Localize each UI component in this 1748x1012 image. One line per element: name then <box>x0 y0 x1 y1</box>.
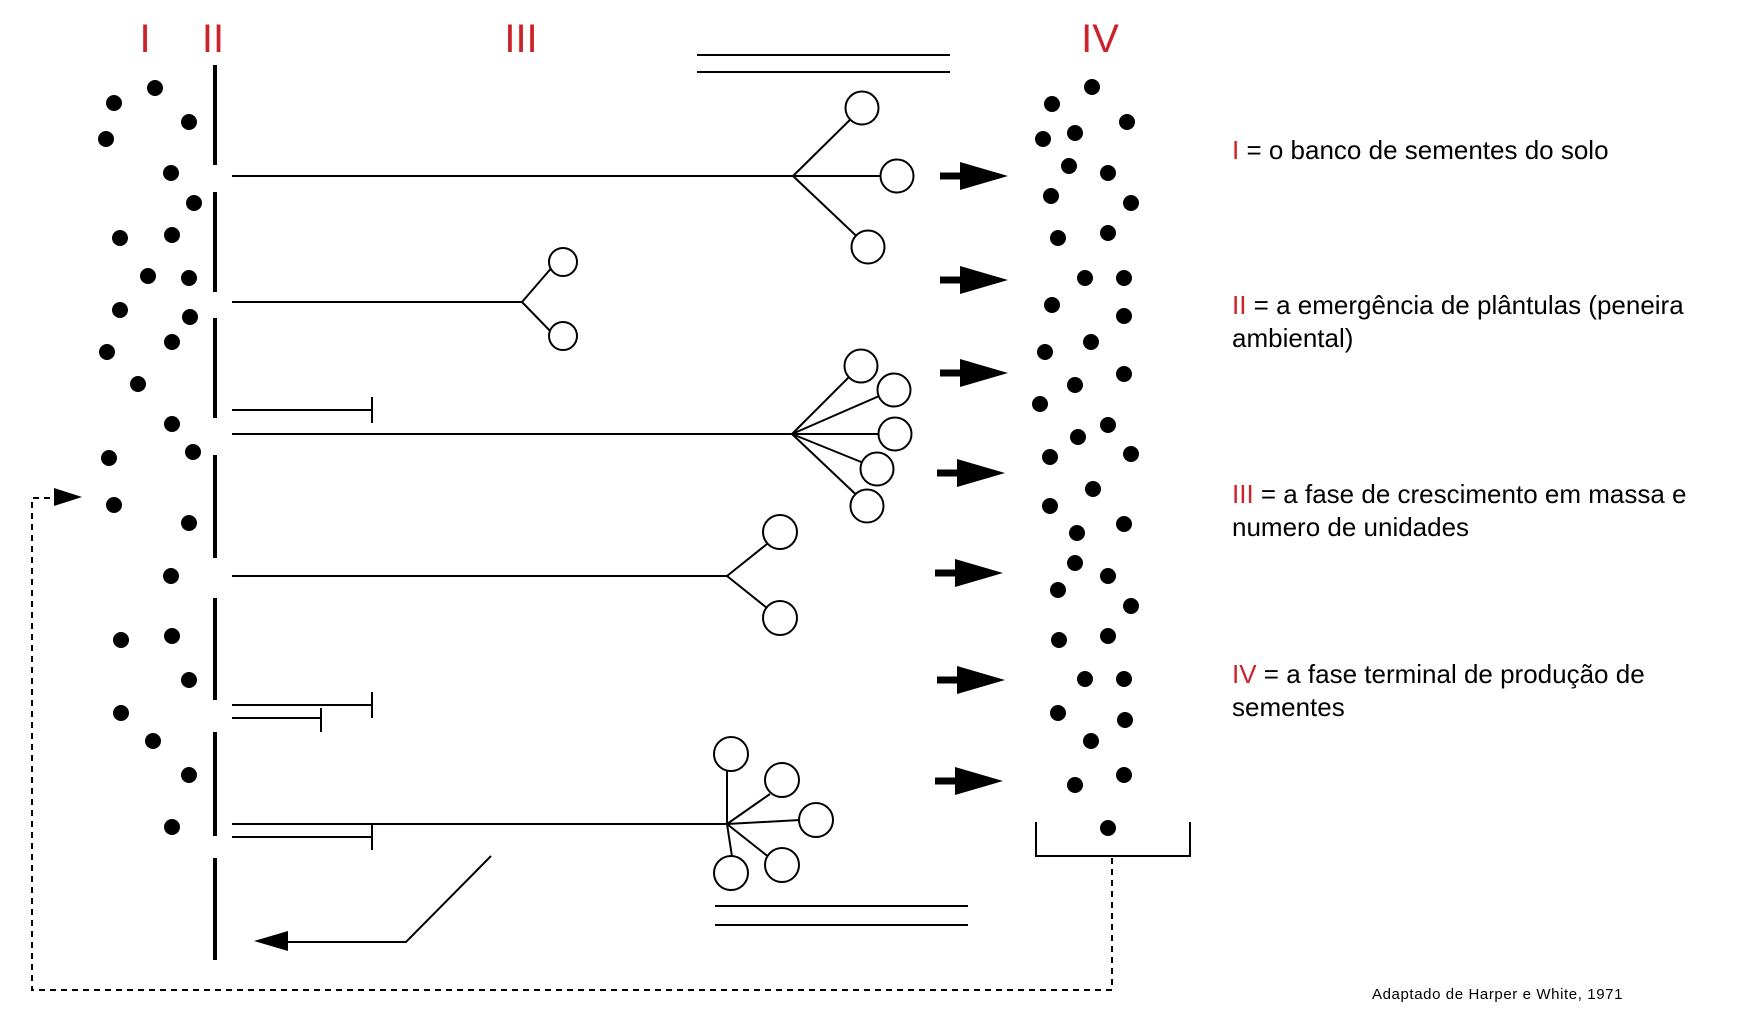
seed-output-bracket <box>1035 822 1191 857</box>
legend-numeral-ii: II <box>1232 290 1247 320</box>
phase-label-i: I <box>139 17 150 61</box>
output-arrow-5 <box>935 559 1003 587</box>
plant-1 <box>232 90 915 265</box>
dying-seedling-1 <box>232 397 373 423</box>
return-arrow-head <box>54 488 82 506</box>
solid-return-arrow <box>254 855 492 951</box>
top-double-bar <box>697 54 950 73</box>
legend-item-iii: III = a fase de crescimento em massa e n… <box>1232 478 1742 544</box>
plant-5 <box>232 736 834 891</box>
output-arrow-2 <box>940 266 1008 294</box>
plant-2 <box>232 247 578 351</box>
bottom-double-bar <box>715 905 968 926</box>
legend-text-iv: = a fase terminal de produção de semente… <box>1232 659 1645 722</box>
phase-label-iv: IV <box>1081 17 1119 61</box>
legend-numeral-iv: IV <box>1232 659 1257 689</box>
source-credit: Adaptado de Harper e White, 1971 <box>1372 986 1624 1003</box>
plant-3 <box>232 348 913 524</box>
dying-seedling-2 <box>232 692 373 732</box>
seed-bank-seeds <box>98 80 202 835</box>
output-arrow-6 <box>937 666 1005 694</box>
phase-label-iii: III <box>504 17 537 61</box>
phase-label-ii: II <box>202 17 224 61</box>
legend-item-i: I = o banco de sementes do solo <box>1232 134 1742 167</box>
output-arrow-3 <box>940 359 1008 387</box>
seed-production-seeds <box>1032 79 1139 836</box>
legend-numeral-i: I <box>1232 135 1240 165</box>
legend-numeral-iii: III <box>1232 479 1254 509</box>
legend-item-ii: II = a emergência de plântulas (peneira … <box>1232 289 1742 355</box>
seed-output-arrows <box>935 162 1008 795</box>
output-arrow-7 <box>935 767 1003 795</box>
seed-return-loop <box>31 488 1113 991</box>
legend-item-iv: IV = a fase terminal de produção de seme… <box>1232 658 1742 724</box>
legend-text-iii: = a fase de crescimento em massa e numer… <box>1232 479 1687 542</box>
plant-4 <box>232 514 798 636</box>
legend-text-i: = o banco de sementes do solo <box>1239 135 1609 165</box>
output-arrow-1 <box>940 162 1008 190</box>
output-arrow-4 <box>937 459 1005 487</box>
legend-text-ii: = a emergência de plântulas (peneira amb… <box>1232 290 1684 353</box>
